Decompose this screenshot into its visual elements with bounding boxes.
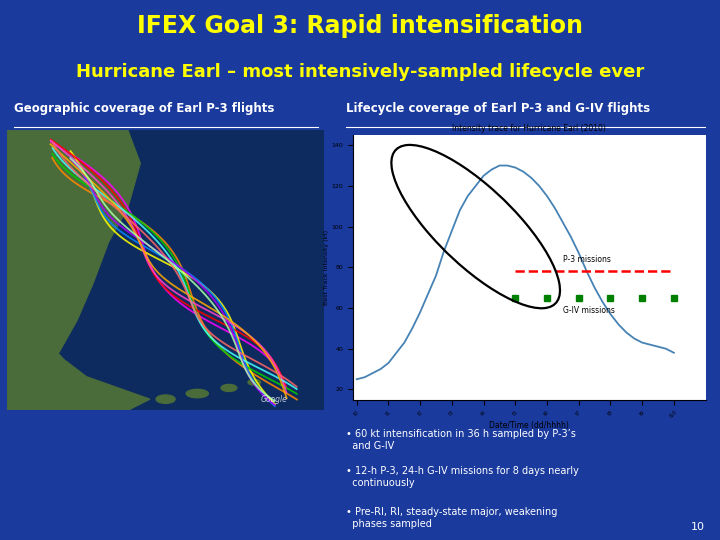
Ellipse shape [186,389,208,398]
Text: G-IV missions: G-IV missions [563,306,615,314]
Text: Geographic coverage of Earl P-3 flights: Geographic coverage of Earl P-3 flights [14,102,274,116]
Text: Hurricane Earl – most intensively-sampled lifecycle ever: Hurricane Earl – most intensively-sample… [76,63,644,80]
Text: • 60 kt intensification in 36 h sampled by P-3’s
  and G-IV: • 60 kt intensification in 36 h sampled … [346,429,576,450]
X-axis label: Date/Time (dd/hhhh): Date/Time (dd/hhhh) [490,421,569,430]
Polygon shape [7,332,150,410]
Y-axis label: Best Track Intensity (kt): Best Track Intensity (kt) [323,230,328,305]
Text: Google: Google [261,395,287,404]
Ellipse shape [156,395,175,403]
Ellipse shape [248,380,261,385]
Text: IFEX Goal 3: Rapid intensification: IFEX Goal 3: Rapid intensification [137,14,583,38]
Text: 10: 10 [691,522,706,532]
Text: • 12-h P-3, 24-h G-IV missions for 8 days nearly
  continuously: • 12-h P-3, 24-h G-IV missions for 8 day… [346,466,579,488]
Text: Lifecycle coverage of Earl P-3 and G-IV flights: Lifecycle coverage of Earl P-3 and G-IV … [346,102,650,116]
Ellipse shape [221,384,237,391]
Polygon shape [7,130,140,382]
Title: Intensity trace for Hurricane Earl (2010): Intensity trace for Hurricane Earl (2010… [452,124,606,133]
Text: P-3 missions: P-3 missions [563,255,611,264]
Text: • Pre-RI, RI, steady-state major, weakening
  phases sampled: • Pre-RI, RI, steady-state major, weaken… [346,507,557,529]
